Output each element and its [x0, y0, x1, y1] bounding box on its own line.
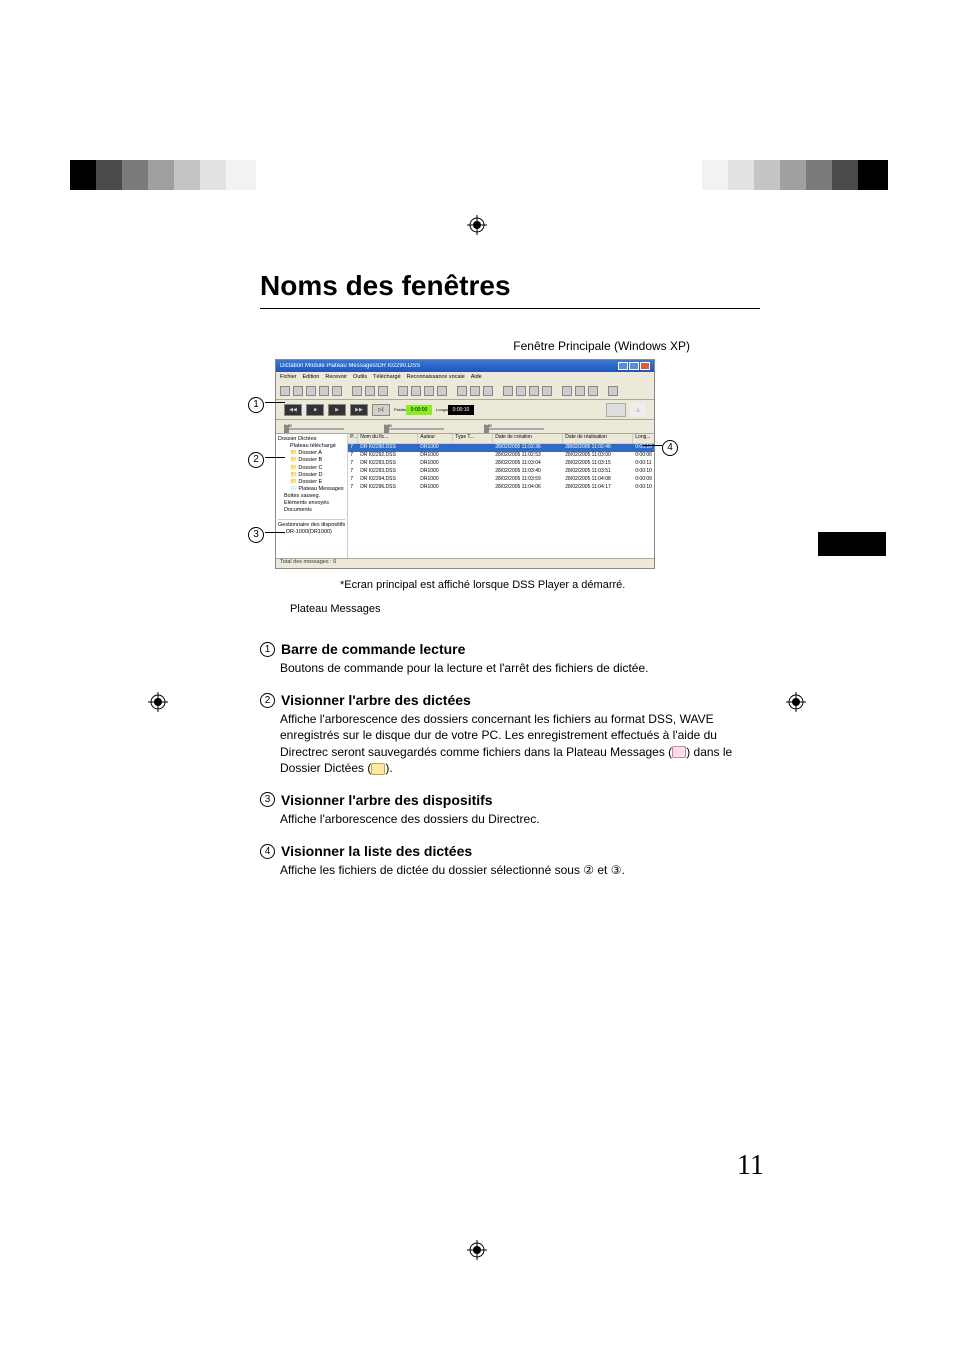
tree-item[interactable]: 📁 Dossier E [278, 479, 345, 486]
list-row[interactable]: 7DR I02292.DSSDR100028/02/2005 11:02:532… [348, 452, 655, 460]
forward-button[interactable]: ▶▶ [350, 404, 368, 416]
menu-item[interactable]: Reconnaissance vocale [407, 374, 465, 380]
callout-3: 3 [248, 524, 264, 543]
list-row[interactable]: 7DR I02293.DSSDR100028/02/2005 11:03:042… [348, 460, 655, 468]
column-header[interactable]: Nom du fic... [358, 434, 418, 443]
menu-item[interactable]: Recevoir [325, 374, 347, 380]
list-row[interactable]: 7DR I02293.DSSDR100028/02/2005 11:03:402… [348, 468, 655, 476]
side-tab-marker [818, 532, 886, 556]
column-header[interactable]: Date de création [493, 434, 563, 443]
registration-mark-left [148, 692, 168, 717]
time-position: 0:00:00 [406, 405, 432, 415]
tree-item[interactable]: Documents [278, 507, 345, 514]
column-header[interactable]: Date de réalisation [563, 434, 633, 443]
page-number: 11 [737, 1150, 764, 1182]
section: 4 Visionner la liste des dictées Affiche l… [260, 843, 760, 878]
list-row[interactable]: 7DR I02296.DSSDR100028/02/2005 11:04:062… [348, 484, 655, 492]
status-bar: Total des messages : 6 [276, 558, 654, 568]
tree-item[interactable]: Boites sauveg. [278, 493, 345, 500]
tree-item[interactable]: 📁 Dossier D [278, 472, 345, 479]
play-button[interactable]: ▶ [328, 404, 346, 416]
section-body: Boutons de commande pour la lecture et l… [280, 660, 760, 676]
window-title: Dictation Module Plateau Messages\DR I02… [280, 363, 420, 369]
section-body: Affiche l'arborescence des dossiers du D… [280, 811, 760, 827]
column-header[interactable]: P... [348, 434, 358, 443]
tree-item[interactable]: Eléments envoyés [278, 500, 345, 507]
menu-item[interactable]: Edition [303, 374, 320, 380]
tray-icon [672, 746, 686, 758]
section-body: Affiche les fichiers de dictée du dossie… [280, 862, 760, 878]
index-button[interactable]: ▷| [372, 404, 390, 416]
tree-item[interactable]: Dossier Dictées [278, 436, 345, 443]
registration-mark-right [786, 692, 806, 717]
position-slider[interactable] [284, 428, 344, 430]
page-title: Noms des fenêtres [260, 270, 760, 302]
screenshot-caption: Fenêtre Principale (Windows XP) [260, 339, 690, 353]
screenshot-footnote: *Ecran principal est affiché lorsque DSS… [340, 579, 760, 591]
list-row[interactable]: 7DR I02290.DSSDR100028/02/2005 11:02:362… [348, 444, 655, 452]
section: 2 Visionner l'arbre des dictées Affiche l'… [260, 692, 760, 776]
section-title: Visionner l'arbre des dictées [281, 692, 471, 708]
minimize-button[interactable] [618, 362, 628, 370]
tree-item[interactable]: 📁 Dossier B [278, 457, 345, 464]
file-list[interactable]: P...Nom du fic...AuteurType T...Date de … [348, 434, 655, 558]
section-title: Barre de commande lecture [281, 641, 465, 657]
rewind-button[interactable]: ◀◀ [284, 404, 302, 416]
section-body: Affiche l'arborescence des dossiers conc… [280, 711, 760, 776]
section-title: Visionner l'arbre des dispositifs [281, 792, 493, 808]
registration-mark-bottom [467, 1240, 487, 1265]
section-number: 4 [260, 844, 275, 859]
section: 3 Visionner l'arbre des dispositifs Affich… [260, 792, 760, 827]
section-title: Visionner la liste des dictées [281, 843, 472, 859]
menu-item[interactable]: Fichier [280, 374, 297, 380]
time-length: 0:00:10 [448, 405, 474, 415]
section-number: 1 [260, 642, 275, 657]
speed-slider[interactable] [384, 428, 444, 430]
toolbar[interactable] [276, 382, 654, 400]
column-header[interactable]: Type T... [453, 434, 493, 443]
rec-indicator: ▲ [630, 403, 646, 417]
registration-mark-top [467, 215, 487, 240]
tree-item[interactable]: 📁 Dossier A [278, 450, 345, 457]
column-header[interactable]: Auteur [418, 434, 453, 443]
playback-bar[interactable]: ◀◀ ■ ▶ ▶▶ ▷| Position 0:00:00 Longueur 0… [276, 400, 654, 420]
level-meter [606, 403, 626, 417]
column-header[interactable]: Long... [633, 434, 655, 443]
slider-bar: 0:00 0:00 0:00 [276, 420, 654, 434]
plateau-label: Plateau Messages [290, 603, 760, 615]
folder-tree[interactable]: Dossier DictéesPlateau téléchargé📁 Dossi… [276, 434, 348, 558]
tree-item[interactable]: 📨 Plateau Messages [278, 486, 345, 493]
menu-item[interactable]: Aide [471, 374, 482, 380]
stop-button[interactable]: ■ [306, 404, 324, 416]
callout-2: 2 [248, 449, 264, 468]
window-titlebar: Dictation Module Plateau Messages\DR I02… [276, 360, 654, 372]
callout-4: 4 [662, 437, 678, 456]
tree-item[interactable]: 📁 Dossier C [278, 465, 345, 472]
list-row[interactable]: 7DR I02294.DSSDR100028/02/2005 11:03:592… [348, 476, 655, 484]
maximize-button[interactable] [629, 362, 639, 370]
close-button[interactable] [640, 362, 650, 370]
title-rule [260, 308, 760, 309]
menu-item[interactable]: Téléchargé [373, 374, 401, 380]
device-tree-item[interactable]: DR-1000(DR1000) [278, 529, 345, 536]
section-number: 3 [260, 792, 275, 807]
section: 1 Barre de commande lecture Boutons de com… [260, 641, 760, 676]
volume-slider[interactable] [484, 428, 544, 430]
main-window-screenshot: Dictation Module Plateau Messages\DR I02… [275, 359, 655, 569]
print-color-bars [0, 160, 954, 190]
menu-bar[interactable]: Fichier Edition Recevoir Outils Téléchargé Re… [276, 372, 654, 382]
tree-item[interactable]: Plateau téléchargé [278, 443, 345, 450]
device-tree-item[interactable]: Gestionnaire des dispositifs [278, 522, 345, 529]
callout-1: 1 [248, 394, 264, 413]
section-number: 2 [260, 693, 275, 708]
menu-item[interactable]: Outils [353, 374, 367, 380]
folder-icon [371, 763, 385, 775]
